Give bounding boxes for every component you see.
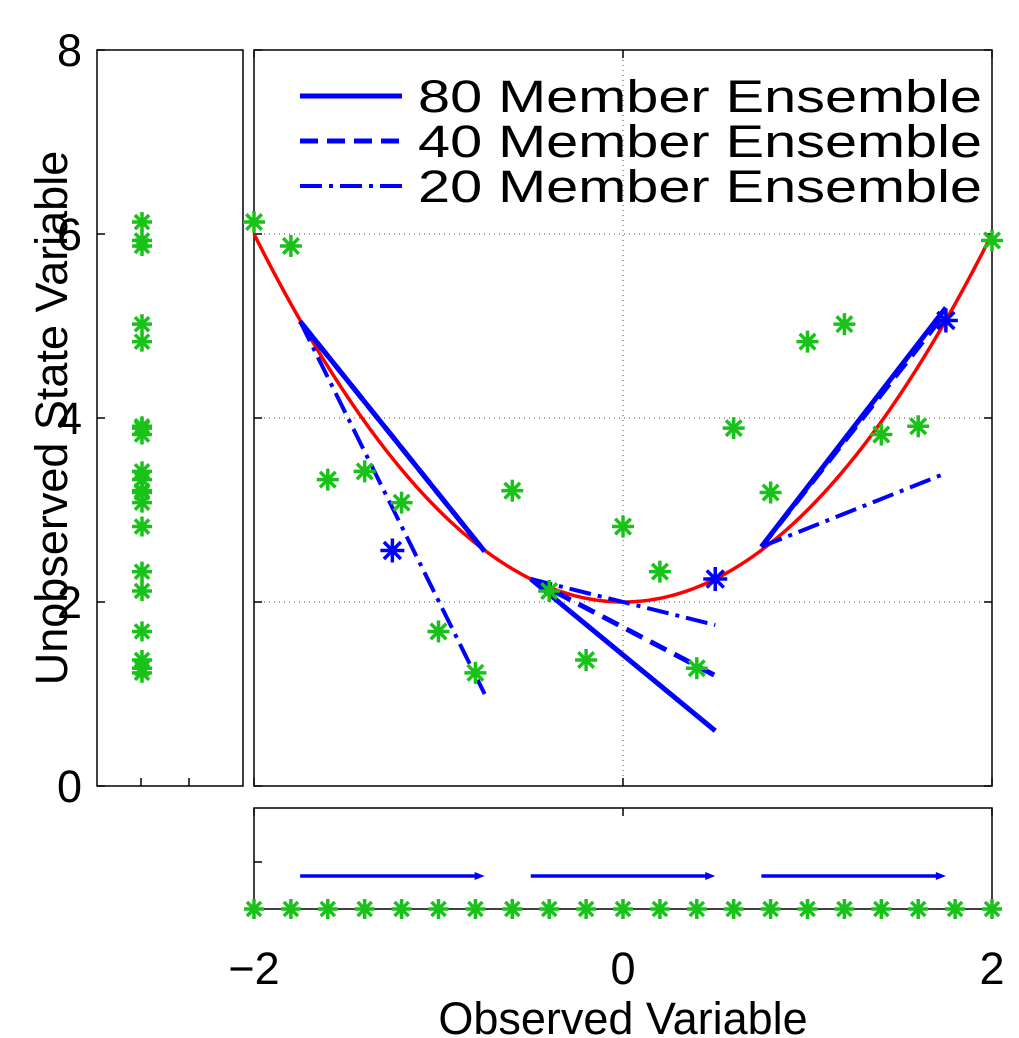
- sample-point: [316, 468, 339, 491]
- y-tick-label: 2: [57, 577, 82, 628]
- x-tick-label: 0: [610, 943, 635, 994]
- marginal-x-point: [317, 899, 338, 919]
- sample-point: [833, 313, 856, 336]
- marginal-x-point: [244, 899, 264, 919]
- sample-point: [501, 479, 524, 502]
- sample-point: [981, 229, 1003, 252]
- sample-point: [279, 234, 302, 257]
- legend-label-40: 40 Member Ensemble: [418, 116, 982, 167]
- marginal-x-point: [649, 899, 670, 919]
- marginal-y-point: [132, 314, 152, 335]
- sample-point: [648, 560, 671, 583]
- left-marginal-panel: [96, 49, 244, 787]
- sample-point: [353, 460, 376, 483]
- sample-point: [907, 415, 930, 438]
- sample-point: [685, 657, 708, 680]
- marginal-x-point: [465, 899, 486, 919]
- regression-series-20: [298, 320, 947, 695]
- marginal-x-point: [723, 899, 744, 919]
- bin-arrow: [761, 872, 946, 880]
- marginal-y-point: [132, 621, 152, 642]
- regression-segment: [529, 577, 717, 733]
- regression-segment: [298, 320, 487, 695]
- regression-segment: [759, 310, 948, 549]
- x-tick-label: −2: [228, 943, 279, 994]
- bin-center-point: [933, 308, 958, 333]
- marginal-x-point: [502, 899, 523, 919]
- sample-point: [796, 330, 819, 353]
- bin-center-point: [380, 538, 405, 563]
- regression-segment: [760, 471, 947, 549]
- marginal-y-point: [132, 212, 152, 233]
- sample-point: [390, 491, 413, 514]
- marginal-x-point: [945, 899, 966, 919]
- marginal-y-point: [132, 482, 152, 503]
- y-tick-label: 4: [57, 393, 82, 444]
- regression-series-40: [298, 310, 948, 678]
- legend-label-20: 20 Member Ensemble: [418, 161, 982, 212]
- marginal-x-point: [871, 899, 892, 919]
- sample-point: [722, 417, 745, 440]
- marginal-x-point: [280, 899, 301, 919]
- sample-point: [575, 648, 598, 671]
- marginal-x-point: [428, 899, 449, 919]
- x-axis-label: Observed Variable: [438, 993, 807, 1038]
- marginal-x-point: [391, 899, 412, 919]
- marginal-x-point: [354, 899, 375, 919]
- marginal-y-point: [132, 461, 152, 482]
- marginal-x-point: [539, 899, 560, 919]
- marginal-y-point: [132, 580, 152, 601]
- marginal-x-point: [686, 899, 707, 919]
- y-tick-label: 0: [57, 761, 82, 812]
- sample-point: [759, 481, 782, 504]
- bin-arrow: [300, 872, 485, 880]
- sample-point: [464, 661, 487, 684]
- main-plot-panel: [243, 49, 1003, 787]
- bottom-marginal-panel: [244, 807, 1002, 919]
- y-tick-label: 6: [57, 209, 82, 260]
- sample-point: [427, 620, 450, 643]
- marginal-x-point: [760, 899, 781, 919]
- marginal-x-point: [613, 899, 633, 919]
- regression-segment: [529, 576, 717, 678]
- bin-center-point: [703, 567, 728, 591]
- marginal-y-point: [132, 331, 152, 352]
- legend-label-80: 80 Member Ensemble: [418, 71, 982, 122]
- marginal-y-point: [132, 230, 152, 251]
- sample-point: [612, 515, 634, 538]
- y-axis-label: Unobserved State Variable: [26, 151, 77, 686]
- marginal-x-point: [576, 899, 597, 919]
- marginal-y-point: [132, 561, 152, 582]
- marginal-x-point: [797, 899, 818, 919]
- sample-point: [538, 579, 561, 602]
- y-tick-label: 8: [57, 25, 82, 76]
- regression-segment: [298, 319, 487, 553]
- marginal-x-point: [982, 899, 1002, 919]
- marginal-y-point: [132, 516, 152, 537]
- marginal-x-point: [834, 899, 855, 919]
- marginal-y-point: [132, 416, 152, 437]
- sample-point: [870, 423, 893, 446]
- marginal-y-point: [132, 658, 152, 679]
- sample-point: [243, 211, 265, 234]
- regression-segment: [530, 577, 716, 627]
- x-tick-label: 2: [979, 943, 1004, 994]
- bin-arrow: [530, 872, 716, 880]
- marginal-x-point: [908, 899, 929, 919]
